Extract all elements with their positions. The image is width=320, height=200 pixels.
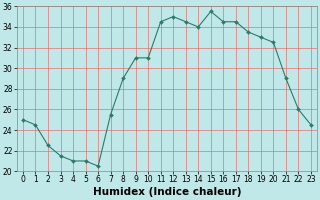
X-axis label: Humidex (Indice chaleur): Humidex (Indice chaleur) — [93, 187, 241, 197]
